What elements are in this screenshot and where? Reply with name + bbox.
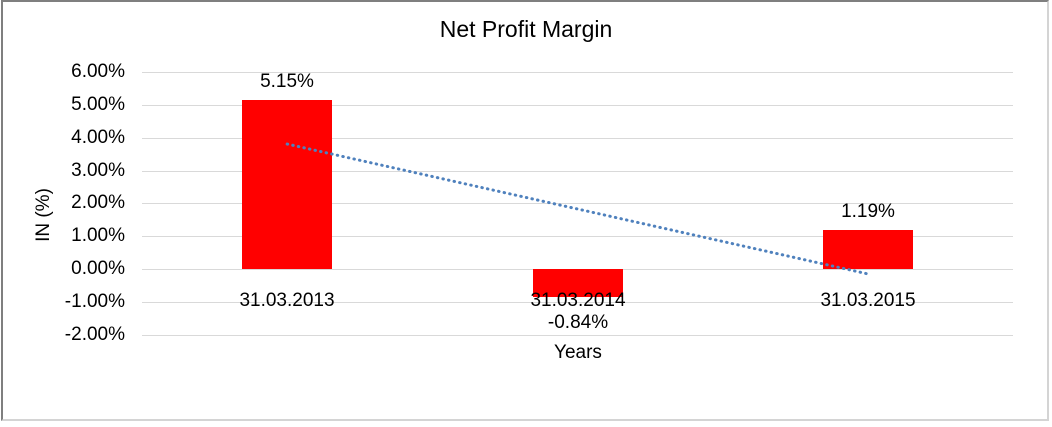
data-label: 1.19% <box>841 201 895 222</box>
chart-title: Net Profit Margin <box>439 16 613 42</box>
x-axis-title: Years <box>554 342 602 363</box>
category-label: 31.03.2015 <box>820 290 916 311</box>
y-tick-label: 2.00% <box>71 192 125 213</box>
gridline <box>142 105 1013 106</box>
y-tick-label: 3.00% <box>71 160 125 181</box>
gridline <box>142 335 1013 336</box>
category-label: 31.03.2014 <box>530 290 626 311</box>
category-label: 31.03.2013 <box>239 290 335 311</box>
y-tick-label: 0.00% <box>71 258 125 279</box>
data-label: 5.15% <box>260 71 314 92</box>
y-tick-label: 6.00% <box>71 61 125 82</box>
y-tick-label: -2.00% <box>64 324 125 345</box>
data-label: -0.84% <box>547 312 609 333</box>
bar-31.03.2013 <box>242 100 332 269</box>
gridline <box>142 138 1013 139</box>
trendline <box>285 142 870 276</box>
gridline <box>142 302 1013 303</box>
gridline <box>142 72 1013 73</box>
y-tick-label: -1.00% <box>64 291 125 312</box>
y-tick-label: 1.00% <box>71 225 125 246</box>
y-tick-label: 4.00% <box>71 127 125 148</box>
y-tick-label: 5.00% <box>71 94 125 115</box>
bar-31.03.2015 <box>823 230 913 269</box>
